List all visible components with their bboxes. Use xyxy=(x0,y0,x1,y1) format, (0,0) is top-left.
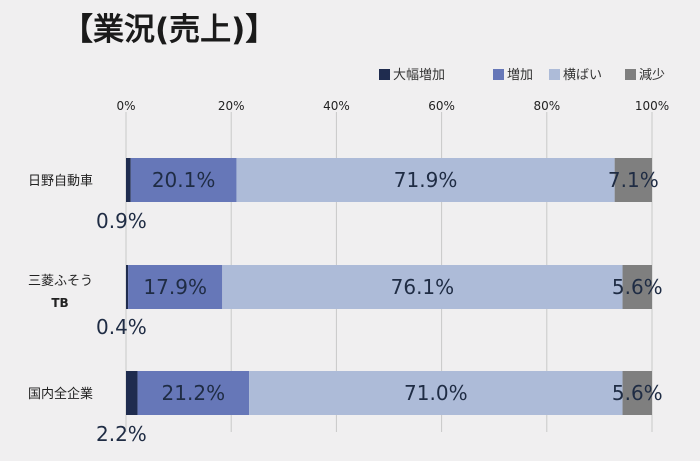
legend: 大幅増加 増加 横ばい 減少 xyxy=(379,67,665,83)
bars xyxy=(126,158,652,415)
x-tick-label-0: 0% xyxy=(116,99,135,113)
data-label-2-0: 2.2% xyxy=(96,422,147,446)
bar-segment-1-2 xyxy=(222,265,623,309)
x-tick-label-3: 60% xyxy=(428,99,455,113)
bar-segment-1-1 xyxy=(128,265,223,309)
bar-segment-0-2 xyxy=(236,158,615,202)
category-sublabel-1: TB xyxy=(51,296,68,310)
category-label-0: 日野自動車 xyxy=(28,174,93,189)
x-tick-label-1: 20% xyxy=(218,99,245,113)
x-axis-ticks: 0% 20% 40% 60% 80% 100% xyxy=(116,99,669,113)
bar-segment-2-0 xyxy=(126,371,138,415)
data-label-1-1: 17.9% xyxy=(143,275,207,299)
category-label-2: 国内全企業 xyxy=(28,386,93,402)
legend-swatch-3 xyxy=(625,69,636,80)
bar-segment-0-1 xyxy=(130,158,237,202)
legend-label-3: 減少 xyxy=(639,67,665,83)
x-tick-label-4: 80% xyxy=(533,99,560,113)
bar-segment-1-0 xyxy=(126,265,129,309)
legend-label-2: 横ばい xyxy=(563,68,602,83)
data-label-1-2: 76.1% xyxy=(391,275,455,299)
bar-segment-1-3 xyxy=(622,265,652,309)
data-label-2-3: 5.6% xyxy=(612,381,663,405)
data-label-2-2: 71.0% xyxy=(404,381,468,405)
data-label-0-2: 71.9% xyxy=(394,168,458,192)
value-labels: 0.9%20.1% 71.9% 7.1% 0.4% 17.9% 76.1% 5.6% 2.2%… xyxy=(96,168,663,446)
category-label-1: 三菱ふそう xyxy=(28,274,93,289)
legend-swatch-1 xyxy=(493,69,504,80)
chart-title: 【業況(売上)】 xyxy=(62,12,276,48)
x-tick-label-2: 40% xyxy=(323,99,350,113)
data-label-1-3: 5.6% xyxy=(612,275,663,299)
data-label-0-1: 20.1% xyxy=(152,168,216,192)
legend-label-0: 大幅増加 xyxy=(393,68,445,83)
legend-swatch-2 xyxy=(549,69,560,80)
bar-segment-2-3 xyxy=(622,371,652,415)
data-label-0-3: 7.1% xyxy=(608,168,659,192)
bar-segment-0-3 xyxy=(614,158,652,202)
data-label-2-1: 21.2% xyxy=(162,381,226,405)
bar-segment-0-0 xyxy=(126,158,131,202)
x-tick-label-5: 100% xyxy=(635,99,669,113)
bar-segment-2-2 xyxy=(249,371,623,415)
legend-swatch-0 xyxy=(379,69,390,80)
data-label-1-0: 0.4% xyxy=(96,315,147,339)
data-label-0-0: 0.9% xyxy=(96,209,147,233)
bar-segment-2-1 xyxy=(137,371,250,415)
legend-label-1: 増加 xyxy=(507,68,533,83)
